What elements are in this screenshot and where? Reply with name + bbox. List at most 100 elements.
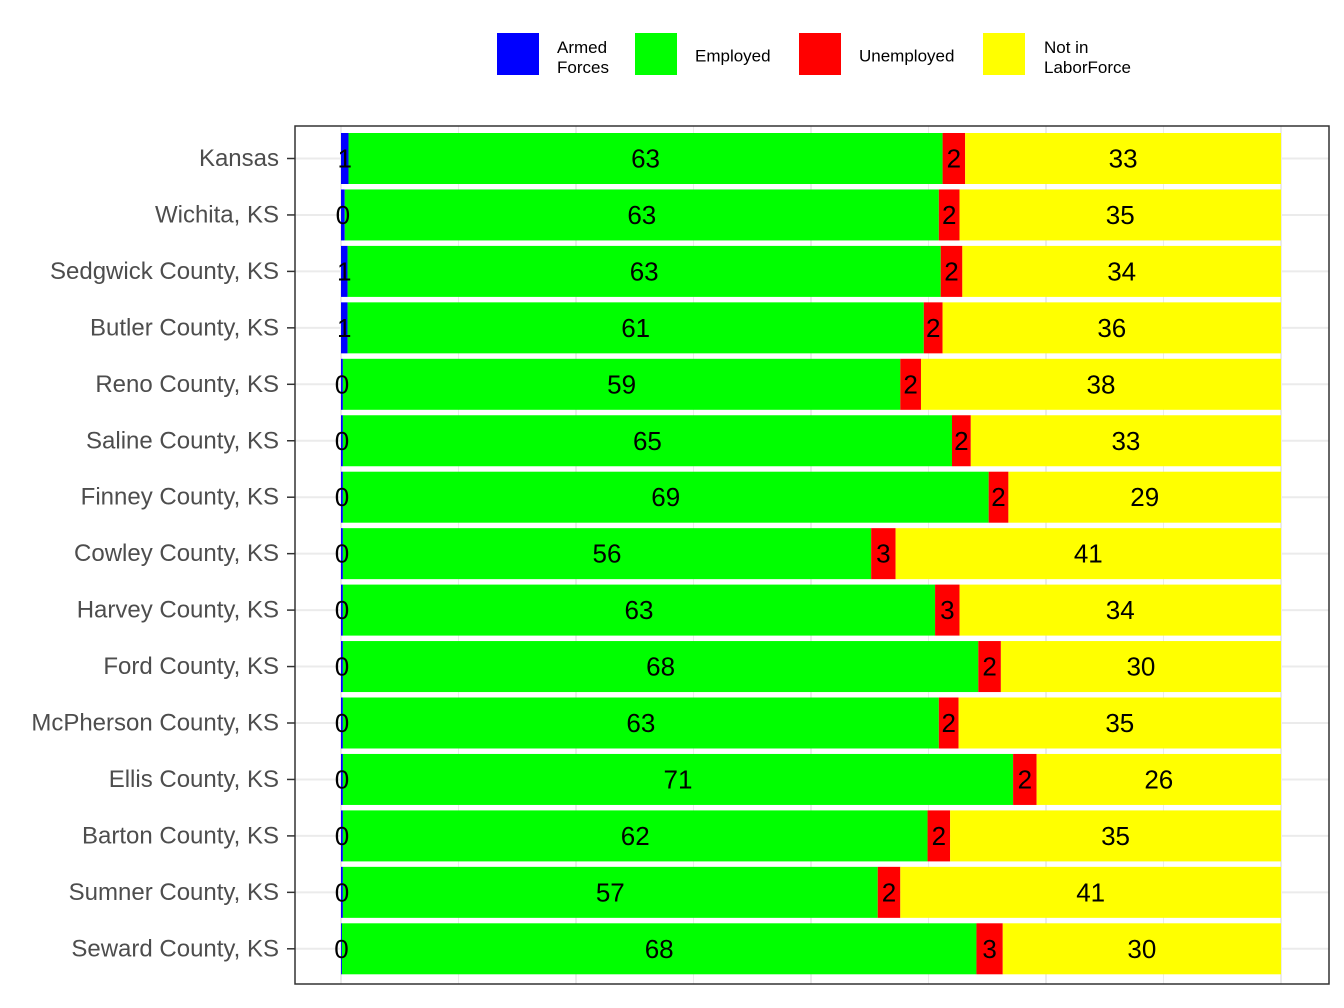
y-axis-label-sumner-county-ks: Sumner County, KS	[69, 879, 279, 906]
bar-label-unemployed-cowley-county-ks: 3	[876, 539, 890, 569]
bar-label-unemployed-ford-county-ks: 2	[982, 652, 996, 682]
bar-label-not-in-laborforce-finney-county-ks: 29	[1130, 482, 1159, 512]
bar-employed-seward-county-ks	[341, 923, 977, 975]
bar-not-in-laborforce-saline-county-ks	[970, 415, 1281, 467]
bar-not-in-laborforce-seward-county-ks	[1002, 923, 1281, 975]
bar-employed-reno-county-ks	[342, 358, 901, 410]
bar-armed-forces-sedgwick-county-ks	[341, 245, 348, 297]
bar-label-armed-forces-barton-county-ks: 0	[335, 821, 349, 851]
bar-not-in-laborforce-harvey-county-ks	[959, 584, 1281, 636]
bar-label-armed-forces-butler-county-ks: 1	[337, 313, 351, 343]
legend-label-employed: Employed	[695, 47, 771, 66]
bar-label-unemployed-mcpherson-county-ks: 2	[941, 708, 955, 738]
bar-label-armed-forces-kansas: 1	[338, 144, 352, 174]
bar-label-armed-forces-ellis-county-ks: 0	[335, 764, 349, 794]
bar-label-armed-forces-sedgwick-county-ks: 1	[337, 256, 351, 286]
bar-unemployed-seward-county-ks	[976, 923, 1003, 975]
bar-stack-group	[341, 133, 1281, 975]
bar-label-not-in-laborforce-harvey-county-ks: 34	[1106, 595, 1135, 625]
bar-armed-forces-ford-county-ks	[341, 641, 343, 693]
bar-label-not-in-laborforce-sedgwick-county-ks: 34	[1107, 256, 1136, 286]
bar-label-not-in-laborforce-ford-county-ks: 30	[1126, 652, 1155, 682]
bar-armed-forces-ellis-county-ks	[341, 753, 343, 805]
bar-armed-forces-sumner-county-ks	[341, 866, 343, 918]
y-axis-label-harvey-county-ks: Harvey County, KS	[77, 597, 279, 624]
plot-area: 1 63 2 330 63 2 351 63 2 341 61 2 360 59 2 380 65 2 330 69 2…	[294, 125, 1330, 985]
bar-employed-kansas	[348, 133, 943, 184]
bar-label-employed-barton-county-ks: 62	[621, 821, 650, 851]
legend: Armed Forces Employed Unemployed Not in Labor…	[497, 33, 1131, 77]
bar-not-in-laborforce-wichita-ks	[959, 189, 1281, 241]
bar-employed-saline-county-ks	[342, 415, 952, 467]
bar-unemployed-barton-county-ks	[927, 810, 951, 862]
bar-label-unemployed-harvey-county-ks: 3	[940, 595, 954, 625]
bar-label-employed-ford-county-ks: 68	[646, 652, 675, 682]
y-axis-label-kansas: Kansas	[199, 145, 279, 172]
bar-label-employed-kansas: 63	[631, 144, 660, 174]
bar-not-in-laborforce-reno-county-ks	[920, 358, 1281, 410]
bar-employed-barton-county-ks	[342, 810, 928, 862]
bar-label-employed-mcpherson-county-ks: 63	[626, 708, 655, 738]
bar-label-not-in-laborforce-reno-county-ks: 38	[1087, 369, 1116, 399]
bar-label-unemployed-barton-county-ks: 2	[932, 821, 946, 851]
y-axis-label-finney-county-ks: Finney County, KS	[81, 484, 279, 511]
bar-armed-forces-barton-county-ks	[341, 810, 343, 862]
legend-label-unemployed: Unemployed	[859, 47, 954, 66]
legend-key-employed	[635, 33, 677, 75]
bar-armed-forces-mcpherson-county-ks	[341, 697, 343, 749]
bar-label-unemployed-saline-county-ks: 2	[954, 426, 968, 456]
bar-label-armed-forces-mcpherson-county-ks: 0	[335, 708, 349, 738]
bar-unemployed-reno-county-ks	[900, 358, 921, 410]
bar-armed-forces-cowley-county-ks	[341, 528, 343, 580]
bar-label-unemployed-kansas: 2	[947, 144, 961, 174]
bar-label-employed-harvey-county-ks: 63	[625, 595, 654, 625]
bar-label-not-in-laborforce-saline-county-ks: 33	[1111, 426, 1140, 456]
bar-unemployed-ford-county-ks	[978, 641, 1001, 693]
bar-label-not-in-laborforce-mcpherson-county-ks: 35	[1105, 708, 1134, 738]
bar-unemployed-finney-county-ks	[988, 471, 1009, 523]
bar-not-in-laborforce-kansas	[965, 133, 1281, 184]
bar-label-employed-butler-county-ks: 61	[621, 313, 650, 343]
bar-label-not-in-laborforce-wichita-ks: 35	[1106, 200, 1135, 230]
bar-label-armed-forces-wichita-ks: 0	[336, 200, 350, 230]
bar-label-armed-forces-finney-county-ks: 0	[335, 482, 349, 512]
bar-unemployed-kansas	[942, 133, 966, 184]
bar-label-employed-finney-county-ks: 69	[651, 482, 680, 512]
bar-label-unemployed-butler-county-ks: 2	[926, 313, 940, 343]
bar-unemployed-ellis-county-ks	[1013, 753, 1037, 805]
bar-unemployed-cowley-county-ks	[871, 528, 896, 580]
legend-label-not-in-laborforce: Not in LaborForce	[1044, 38, 1131, 77]
bar-label-armed-forces-ford-county-ks: 0	[335, 652, 349, 682]
bar-label-armed-forces-seward-county-ks: 0	[334, 934, 348, 964]
bar-label-employed-seward-county-ks: 68	[645, 934, 674, 964]
legend-key-unemployed	[799, 33, 841, 75]
bar-label-not-in-laborforce-barton-county-ks: 35	[1101, 821, 1130, 851]
bar-not-in-laborforce-cowley-county-ks	[895, 528, 1281, 580]
y-axis-label-sedgwick-county-ks: Sedgwick County, KS	[50, 258, 279, 285]
bar-label-unemployed-sumner-county-ks: 2	[882, 877, 896, 907]
y-axis-label-reno-county-ks: Reno County, KS	[95, 371, 279, 398]
bar-unemployed-butler-county-ks	[923, 302, 943, 354]
bar-label-not-in-laborforce-sumner-county-ks: 41	[1076, 877, 1105, 907]
bar-employed-harvey-county-ks	[342, 584, 936, 636]
bar-armed-forces-wichita-ks	[341, 189, 345, 241]
bar-not-in-laborforce-finney-county-ks	[1008, 471, 1281, 523]
bar-label-employed-sedgwick-county-ks: 63	[630, 256, 659, 286]
bar-armed-forces-kansas	[341, 133, 349, 184]
y-axis-label-ellis-county-ks: Ellis County, KS	[109, 766, 279, 793]
bar-label-unemployed-wichita-ks: 2	[942, 200, 956, 230]
bar-armed-forces-finney-county-ks	[341, 471, 343, 523]
bar-armed-forces-butler-county-ks	[341, 302, 348, 354]
bar-employed-sedgwick-county-ks	[347, 245, 941, 297]
bar-unemployed-sedgwick-county-ks	[940, 245, 963, 297]
bar-label-unemployed-reno-county-ks: 2	[903, 369, 917, 399]
legend-key-armed-forces	[497, 33, 539, 75]
bar-not-in-laborforce-ellis-county-ks	[1036, 753, 1281, 805]
y-axis-label-ford-county-ks: Ford County, KS	[103, 653, 279, 680]
bar-employed-ellis-county-ks	[342, 753, 1014, 805]
legend-key-not-in-laborforce	[983, 33, 1025, 75]
y-axis-label-wichita-ks: Wichita, KS	[155, 201, 279, 228]
bar-label-employed-saline-county-ks: 65	[633, 426, 662, 456]
bar-armed-forces-seward-county-ks	[341, 923, 342, 975]
